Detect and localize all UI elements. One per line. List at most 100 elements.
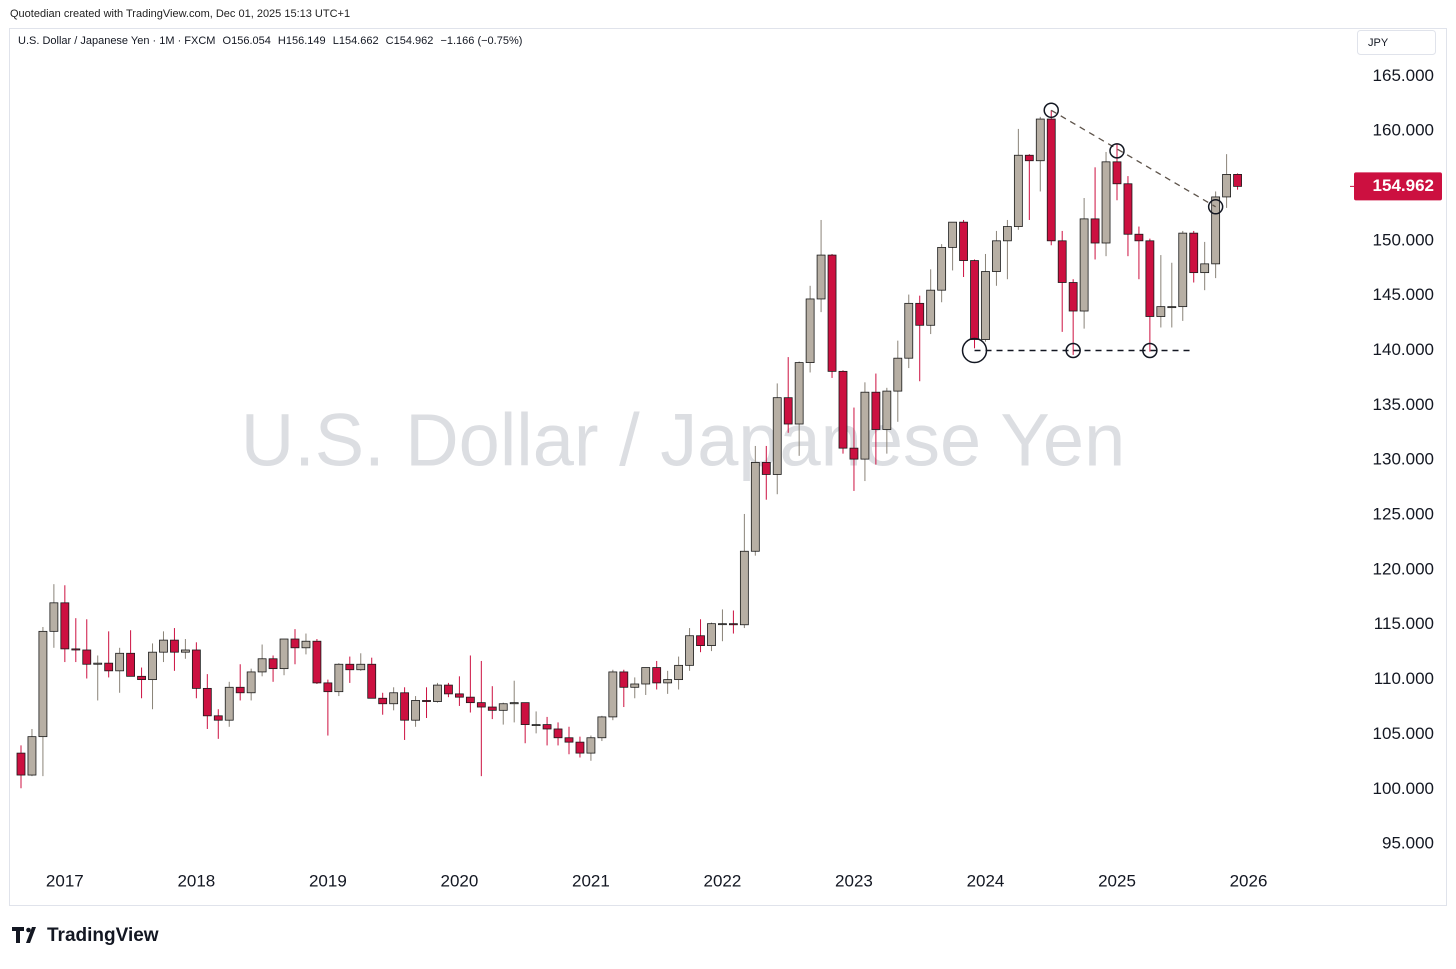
candle-body xyxy=(312,640,322,684)
marker xyxy=(1207,199,1224,215)
candle-body xyxy=(619,671,629,688)
candle-body xyxy=(893,357,903,392)
candle-body xyxy=(301,640,311,649)
candle-body xyxy=(38,630,48,738)
candle-body xyxy=(816,254,826,300)
brand: TradingView xyxy=(47,925,159,946)
candle-body xyxy=(411,700,420,721)
candle-body xyxy=(520,702,530,725)
candle-body xyxy=(202,687,212,717)
candle-body xyxy=(60,602,70,650)
candle-body xyxy=(1046,118,1056,242)
legend: U.S. Dollar / Japanese Yen · 1M · FXCM O… xyxy=(18,35,522,47)
x-tick-label: 2021 xyxy=(572,871,610,890)
candle-body xyxy=(509,702,519,705)
open-value: 156.054 xyxy=(231,35,271,47)
candle-body xyxy=(224,686,234,721)
candle-body xyxy=(367,663,377,699)
close-value: 154.962 xyxy=(394,35,434,47)
candle-body xyxy=(1112,161,1122,185)
candle-body xyxy=(641,667,651,685)
candle-body xyxy=(476,702,486,708)
candle-body xyxy=(1079,218,1089,312)
candle-body xyxy=(772,397,782,475)
candle-body xyxy=(498,703,508,711)
candle-body xyxy=(1156,306,1166,317)
candle-body xyxy=(948,221,957,248)
y-tick-label: 140.000 xyxy=(1373,340,1434,359)
candle-body xyxy=(454,693,464,698)
candle-body xyxy=(1101,161,1111,244)
candle-body xyxy=(959,221,968,261)
ohlc-label: L xyxy=(333,35,339,47)
candle-body xyxy=(871,391,881,430)
candle-body xyxy=(356,663,366,671)
candle-body xyxy=(597,716,607,739)
candle-body xyxy=(1134,233,1144,242)
marker xyxy=(1043,102,1059,119)
candle-body xyxy=(433,684,442,702)
candle-body xyxy=(246,671,256,694)
y-tick-label: 110.000 xyxy=(1374,669,1434,688)
y-tick-label: 165.000 xyxy=(1373,66,1434,85)
candle-body xyxy=(663,679,673,684)
x-tick-label: 2026 xyxy=(1230,871,1268,890)
y-tick-label: 150.000 xyxy=(1373,230,1434,249)
currency-box[interactable] xyxy=(1357,30,1436,55)
ohlc-label: O xyxy=(223,35,232,47)
candle-body xyxy=(422,700,431,702)
candle-body xyxy=(718,623,727,626)
y-tick-label: 130.000 xyxy=(1373,450,1434,469)
candle-body xyxy=(191,649,201,689)
candle-body xyxy=(290,638,300,649)
low-value: 154.662 xyxy=(339,35,379,47)
candle-body xyxy=(575,741,585,754)
candle-body xyxy=(16,752,26,776)
candle-body xyxy=(553,728,563,739)
candle-body xyxy=(1211,196,1221,265)
y-tick-label: 95.000 xyxy=(1382,834,1434,853)
candle-body xyxy=(444,684,453,695)
candle-body xyxy=(750,462,760,552)
candle-body xyxy=(27,736,37,776)
candle-body xyxy=(334,663,344,693)
candle-body xyxy=(1013,154,1023,227)
candle-body xyxy=(487,706,497,711)
x-tick-label: 2023 xyxy=(835,871,873,890)
candle-body xyxy=(937,246,947,291)
x-tick-label: 2019 xyxy=(309,871,347,890)
y-tick-label: 115.000 xyxy=(1374,614,1434,633)
y-tick-label: 145.000 xyxy=(1373,285,1434,304)
candle-body xyxy=(268,658,278,670)
candle-body xyxy=(685,635,694,666)
marker xyxy=(1109,143,1125,159)
candle-body xyxy=(180,649,190,653)
candle-body xyxy=(586,737,596,754)
y-tick-label: 135.000 xyxy=(1373,395,1434,414)
candle-body xyxy=(137,675,146,681)
last-price-box xyxy=(1354,172,1442,201)
candle-body xyxy=(1090,218,1100,244)
candle-body xyxy=(115,652,125,672)
x-tick-label: 2024 xyxy=(967,871,1005,890)
candle-body xyxy=(652,667,662,684)
candle-body xyxy=(148,651,157,681)
candle-body xyxy=(696,635,705,647)
candle-body xyxy=(849,447,859,460)
candle-body xyxy=(926,289,936,326)
trendline xyxy=(1050,109,1216,208)
candle-body xyxy=(608,671,618,718)
candle-body xyxy=(915,302,925,326)
plot xyxy=(16,102,1242,789)
candle-body xyxy=(860,391,870,460)
candle-body xyxy=(970,260,979,340)
candle-body xyxy=(531,724,541,726)
candle-body xyxy=(981,271,990,340)
x-tick-label: 2022 xyxy=(704,871,742,890)
high-value: 156.149 xyxy=(286,35,326,47)
candle-body xyxy=(739,550,749,626)
logo xyxy=(12,927,36,943)
candle-body xyxy=(1145,240,1155,317)
